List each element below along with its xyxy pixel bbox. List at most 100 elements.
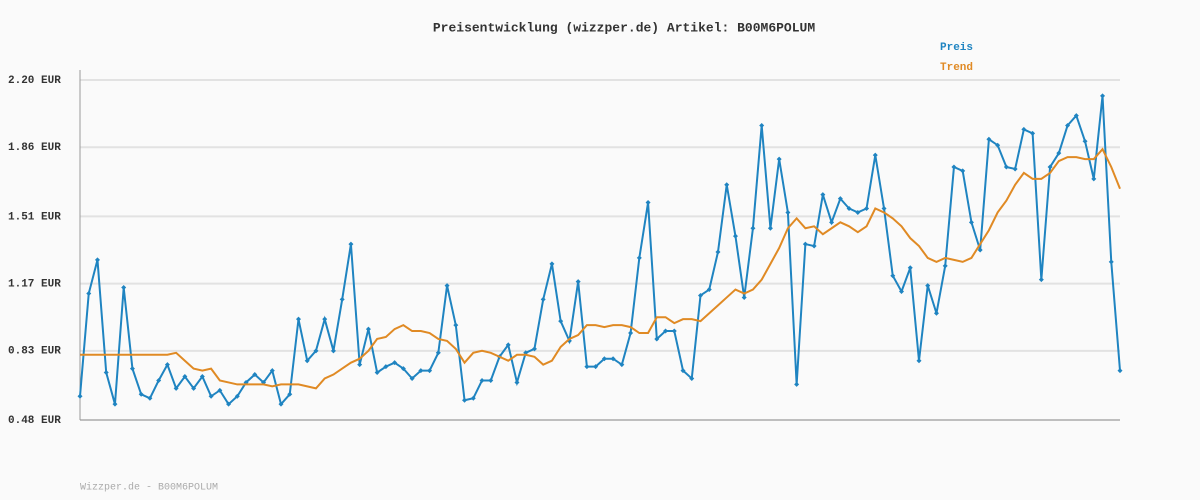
point-marker [1021,126,1027,132]
point-marker [680,368,686,374]
chart-title: Preisentwicklung (wizzper.de) Artikel: B… [433,20,815,35]
point-marker [864,205,870,211]
point-marker [837,196,843,202]
legend-label: Trend [940,62,973,74]
point-marker [750,225,756,231]
point-marker [1012,166,1018,172]
point-marker [94,257,100,263]
point-marker [907,265,913,271]
point-marker [776,156,782,162]
point-marker [400,366,406,372]
point-marker [995,142,1001,148]
point-marker [121,285,127,291]
point-marker [1100,93,1106,99]
point-marker [295,316,301,322]
point-marker [278,401,284,407]
point-marker [1030,130,1036,136]
point-marker [453,322,459,328]
y-tick-label: 1.17 EUR [8,279,61,291]
point-marker [1038,277,1044,283]
point-marker [628,330,634,336]
point-marker [191,385,197,391]
point-marker [785,209,791,215]
y-tick-label: 0.48 EUR [8,415,61,427]
point-marker [383,364,389,370]
point-marker [960,168,966,174]
point-marker [138,391,144,397]
point-marker [173,385,179,391]
point-marker [514,379,520,385]
point-marker [182,374,188,380]
point-marker [1108,259,1114,265]
point-marker [820,192,826,198]
point-marker [811,243,817,249]
point-marker [706,287,712,293]
point-marker [925,283,931,289]
y-tick-label: 1.51 EUR [8,211,61,223]
point-marker [663,328,669,334]
point-marker [829,219,835,225]
point-marker [767,225,773,231]
point-marker [872,152,878,158]
point-marker [540,296,546,302]
point-marker [322,316,328,322]
point-marker [1082,138,1088,144]
point-marker [916,358,922,364]
point-marker [313,348,319,354]
point-marker [470,395,476,401]
point-marker [575,279,581,285]
point-marker [942,263,948,269]
point-marker [1047,164,1053,170]
point-marker [1056,150,1062,156]
point-marker [549,261,555,267]
point-marker [488,377,494,383]
point-marker [234,393,240,399]
series-line [79,95,1121,407]
point-marker [802,241,808,247]
point-marker [427,368,433,374]
point-marker [689,375,695,381]
point-marker [164,362,170,368]
point-marker [890,273,896,279]
footer: Wizzper.de - B00M6POLUM [80,482,218,494]
point-marker [986,136,992,142]
point-marker [339,296,345,302]
point-marker [724,182,730,188]
point-marker [103,370,109,376]
point-marker [129,366,135,372]
point-marker [671,328,677,334]
point-marker [199,374,205,380]
point-marker [226,401,232,407]
point-marker [112,401,118,407]
point-marker [977,247,983,253]
point-marker [698,292,704,298]
point-marker [86,290,92,296]
point-marker [759,122,765,128]
y-tick-label: 1.86 EUR [8,142,61,154]
point-marker [601,356,607,362]
point-marker [1065,122,1071,128]
point-marker [505,342,511,348]
series-line [80,147,1121,390]
point-marker [365,326,371,332]
point-marker [304,358,310,364]
point-marker [1117,368,1123,374]
point-marker [732,233,738,239]
point-marker [1091,176,1097,182]
point-marker [741,294,747,300]
point-marker [418,368,424,374]
y-tick-label: 2.20 EUR [8,75,61,87]
point-marker [156,377,162,383]
legend-label: Preis [940,42,973,54]
point-marker [584,364,590,370]
point-marker [77,393,83,399]
point-marker [217,387,223,393]
point-marker [794,381,800,387]
point-marker [654,336,660,342]
point-marker [610,356,616,362]
point-marker [881,205,887,211]
point-marker [951,164,957,170]
point-marker [269,368,275,374]
